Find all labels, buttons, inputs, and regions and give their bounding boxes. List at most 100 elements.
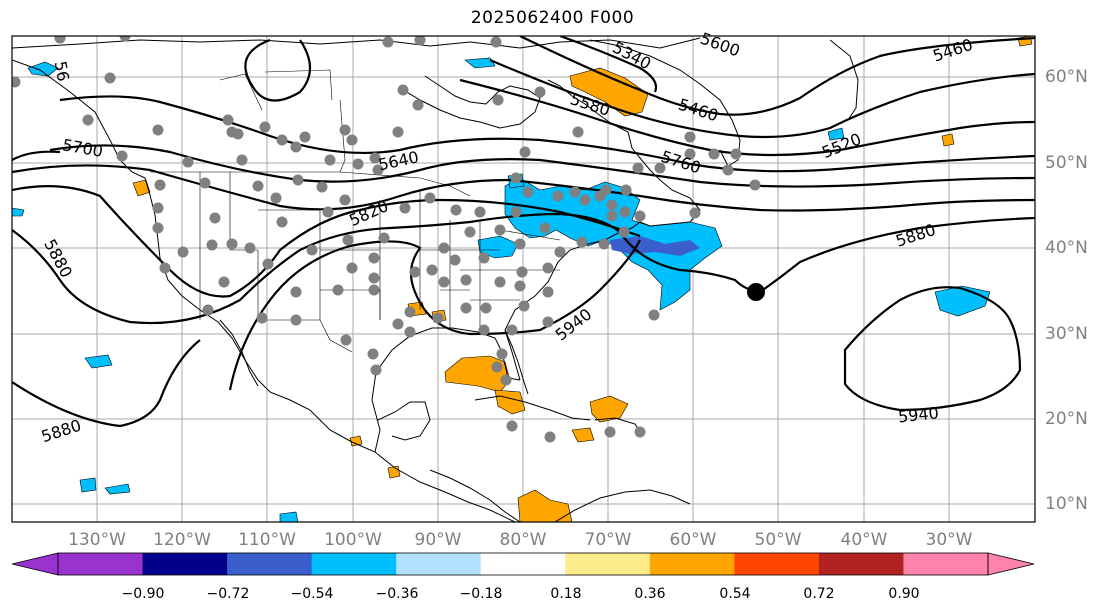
station-dot bbox=[182, 156, 194, 168]
contour-5880-south bbox=[12, 339, 201, 428]
lon-label: 130°W bbox=[68, 530, 126, 550]
station-dot bbox=[579, 194, 591, 206]
station-dot bbox=[270, 192, 282, 204]
colorbar-frame bbox=[57, 552, 989, 576]
colorbar bbox=[11, 552, 1035, 576]
colorbar-segment bbox=[818, 553, 904, 575]
station-dot bbox=[464, 226, 476, 238]
station-dot bbox=[369, 152, 381, 164]
station-dot bbox=[634, 210, 646, 222]
station-dot bbox=[519, 146, 531, 158]
contour-5340 bbox=[559, 36, 658, 93]
station-dot bbox=[450, 204, 462, 216]
shade-small-3 bbox=[79, 477, 97, 493]
contour-5880 bbox=[12, 212, 1035, 325]
station-dot bbox=[480, 302, 492, 314]
station-dot bbox=[324, 154, 336, 166]
station-dot bbox=[54, 36, 66, 44]
station-dot bbox=[382, 36, 394, 48]
station-dot bbox=[378, 232, 390, 244]
colorbar-segments bbox=[58, 553, 989, 575]
shade-west-coast bbox=[12, 207, 25, 217]
lon-label: 60°W bbox=[669, 530, 717, 550]
shade-pac-nw bbox=[132, 179, 151, 197]
map-frame bbox=[11, 35, 1036, 523]
shade-caribbean-3 bbox=[571, 427, 595, 443]
station-dot bbox=[689, 207, 701, 219]
station-dot bbox=[598, 238, 610, 250]
station-dot bbox=[449, 254, 461, 266]
station-dot bbox=[412, 99, 424, 111]
colorbar-segment bbox=[649, 553, 735, 575]
colorbar-tick: −0.18 bbox=[459, 586, 503, 602]
colorbar-tick: −0.54 bbox=[290, 586, 334, 602]
station-dot bbox=[510, 206, 522, 218]
station-dot bbox=[606, 210, 618, 222]
contour-label: 5940 bbox=[897, 403, 939, 426]
coast-south-america bbox=[554, 489, 691, 522]
station-dot bbox=[518, 300, 530, 312]
coast-arctic bbox=[12, 37, 701, 49]
station-dot bbox=[199, 177, 211, 189]
colorbar-segment bbox=[396, 553, 482, 575]
station-dot bbox=[116, 150, 128, 162]
colorbar-extend-low bbox=[11, 552, 59, 576]
station-dot bbox=[632, 162, 644, 174]
station-dot bbox=[177, 246, 189, 258]
station-dot bbox=[426, 264, 438, 276]
colorbar-extend-high bbox=[987, 552, 1035, 576]
shade-caribbean-1 bbox=[494, 389, 526, 415]
colorbar-segment bbox=[311, 553, 397, 575]
station-dot bbox=[236, 154, 248, 166]
station-dot bbox=[510, 172, 522, 184]
lon-label: 40°W bbox=[840, 530, 888, 550]
station-dot bbox=[372, 164, 384, 176]
lat-label: 60°N bbox=[1045, 67, 1088, 87]
lat-label: 20°N bbox=[1045, 409, 1088, 429]
station-dot bbox=[399, 202, 411, 214]
station-dot bbox=[478, 324, 490, 336]
station-dot bbox=[414, 36, 426, 46]
colorbar-segment bbox=[227, 553, 313, 575]
contour-5820 bbox=[12, 185, 641, 298]
station-dot bbox=[572, 126, 584, 138]
station-dot bbox=[202, 304, 214, 316]
shade-small-6 bbox=[827, 127, 845, 141]
station-dot bbox=[290, 141, 302, 153]
colorbar-tick: 0.18 bbox=[550, 586, 582, 602]
station-dot bbox=[82, 114, 94, 126]
colorbar-segment bbox=[58, 553, 144, 575]
colorbar-tick: −0.72 bbox=[206, 586, 250, 602]
station-dot bbox=[514, 238, 526, 250]
station-dot bbox=[569, 186, 581, 198]
station-dot bbox=[370, 364, 382, 376]
station-dot bbox=[634, 426, 646, 438]
station-dot bbox=[368, 284, 380, 296]
station-dot bbox=[159, 262, 171, 274]
station-dot bbox=[299, 131, 311, 143]
station-dot bbox=[576, 236, 588, 248]
coast-canada-east bbox=[547, 79, 701, 223]
station-dot bbox=[339, 194, 351, 206]
station-dot bbox=[339, 124, 351, 136]
station-dot bbox=[340, 334, 352, 346]
station-dot bbox=[409, 266, 421, 278]
colorbar-segment bbox=[480, 553, 566, 575]
lon-label: 30°W bbox=[925, 530, 973, 550]
station-dot bbox=[352, 158, 364, 170]
lon-label: 90°W bbox=[414, 530, 462, 550]
station-dot bbox=[432, 312, 444, 324]
station-dot bbox=[522, 186, 534, 198]
station-dot bbox=[206, 239, 218, 251]
station-dot bbox=[292, 174, 304, 186]
station-dot bbox=[539, 222, 551, 234]
contour-5940 bbox=[228, 239, 641, 391]
coast-florida bbox=[504, 329, 529, 395]
station-dot bbox=[514, 280, 526, 292]
shade-small-p4 bbox=[349, 435, 363, 447]
station-dot bbox=[492, 94, 504, 106]
station-dot bbox=[252, 180, 264, 192]
station-dot bbox=[342, 234, 354, 246]
station-dot bbox=[500, 374, 512, 386]
station-dot bbox=[154, 179, 166, 191]
